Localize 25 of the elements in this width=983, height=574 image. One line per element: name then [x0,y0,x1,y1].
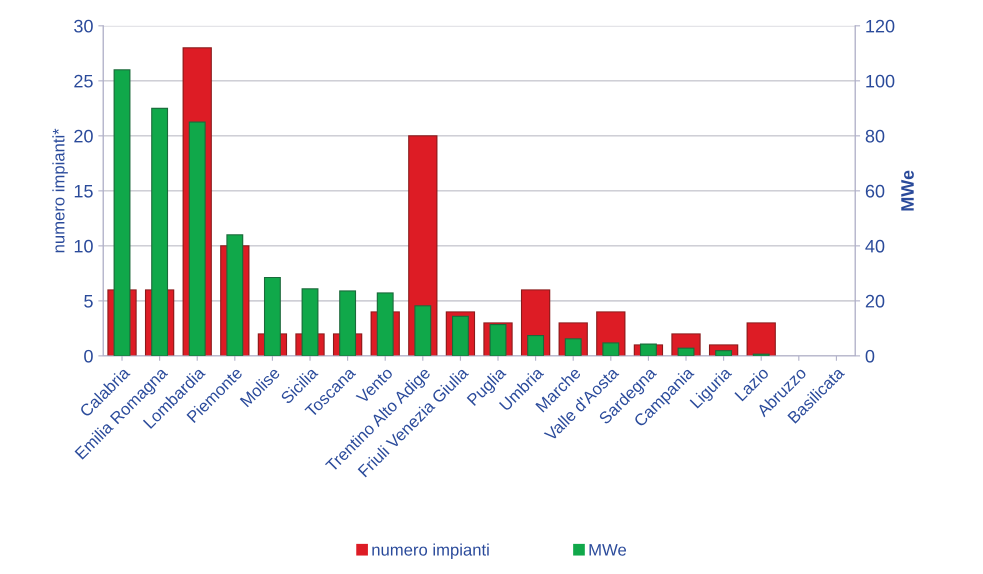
y2-tick-label: 40 [865,240,884,253]
y-axis-title: numero impianti* [52,128,68,252]
y2-tick-label: 0 [866,350,874,363]
y-tick-label: 15 [74,184,93,198]
bar [678,348,694,356]
y-tick-label: 5 [84,294,93,308]
bar [602,342,620,356]
y2-tick-label: 20 [866,294,884,308]
legend-label: MWe [590,544,626,556]
y2-tick-label: 100 [866,74,894,88]
bar [564,338,582,356]
y2-axis-title: MWe [901,170,914,211]
bar [414,305,432,356]
y2-tick-label: 60 [866,184,884,198]
y-tick-label: 10 [74,240,93,253]
bar [746,322,776,356]
bar [188,122,206,356]
y2-tick-label: 80 [866,130,884,143]
legend-label: numero impianti [372,543,489,559]
y-tick-label: 25 [74,74,93,88]
bar [527,334,544,356]
y2-tick-label: 120 [866,20,894,33]
y-tick-label: 30 [74,20,93,33]
y-tick-label: 0 [84,350,93,363]
y-tick-label: 20 [74,130,93,143]
